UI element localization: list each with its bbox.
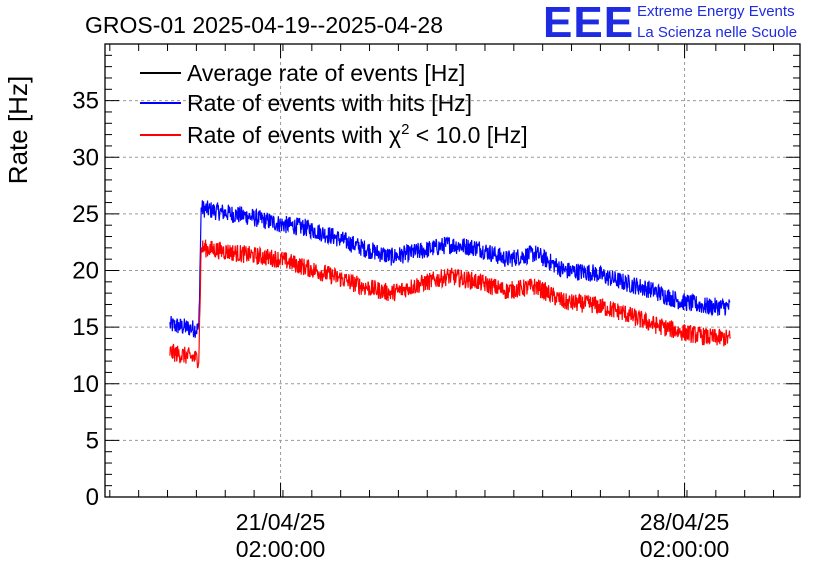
y-tick-label: 25 (72, 201, 99, 228)
legend-label-2: Rate of events with χ2 < 10.0 [Hz] (187, 121, 528, 148)
logo-line-2: La Scienza nelle Scuole (637, 24, 798, 41)
y-tick-label: 30 (72, 144, 99, 171)
y-axis-label: Rate [Hz] (3, 76, 33, 184)
y-tick-label: 5 (86, 427, 99, 454)
y-tick-label: 35 (72, 88, 99, 115)
legend-label-1: Rate of events with hits [Hz] (187, 90, 472, 116)
series-line-2 (169, 239, 731, 369)
y-tick-label: 10 (72, 371, 99, 398)
x-tick-label-time: 02:00:00 (640, 536, 730, 562)
eee-logo-mark: EEE (543, 0, 635, 47)
x-tick-label-date: 21/04/25 (236, 509, 326, 535)
y-tick-label: 20 (72, 258, 99, 285)
logo-line-1: Extreme Energy Events (637, 3, 795, 20)
y-tick-label: 15 (72, 314, 99, 341)
legend-label-0: Average rate of events [Hz] (187, 60, 465, 86)
chart-title: GROS-01 2025-04-19--2025-04-28 (85, 12, 443, 38)
y-tick-label: 0 (86, 484, 99, 511)
series-line-1 (169, 200, 731, 338)
x-tick-label-date: 28/04/25 (640, 509, 730, 535)
x-tick-label-time: 02:00:00 (236, 536, 326, 562)
